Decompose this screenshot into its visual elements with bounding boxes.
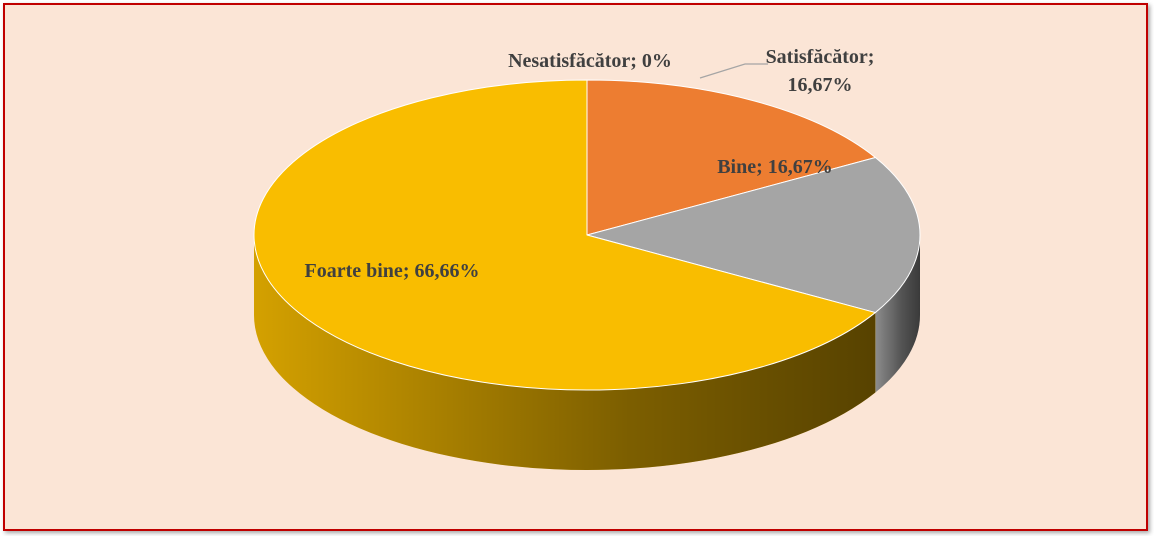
- label-value: 16,67%: [788, 74, 853, 96]
- label-separator: ;: [756, 156, 768, 178]
- label-category: Foarte bine: [305, 260, 403, 282]
- label-category: Nesatisfăcător: [508, 50, 630, 72]
- data-label: Satisfăcător; 16,67%: [766, 46, 875, 96]
- label-value: 16,67%: [768, 156, 833, 178]
- pie-slice: [586, 79, 876, 236]
- data-label: Nesatisfăcător; 0%: [508, 50, 672, 72]
- data-label: Bine; 16,67%: [717, 156, 833, 178]
- data-label: Foarte bine; 66,66%: [305, 260, 480, 282]
- label-separator: ;: [868, 46, 875, 68]
- pie-side-shade: [254, 235, 876, 470]
- label-value: 0%: [642, 50, 672, 72]
- label-separator: ;: [403, 260, 415, 282]
- pie-slice: [586, 157, 921, 314]
- label-category: Satisfăcător: [766, 46, 868, 68]
- label-category: Bine: [717, 156, 756, 178]
- pie-slice: [253, 79, 876, 391]
- pie-side-shade: [875, 235, 920, 393]
- label-value: 66,66%: [414, 260, 479, 282]
- label-separator: ;: [630, 50, 642, 72]
- leader-line: [699, 63, 768, 79]
